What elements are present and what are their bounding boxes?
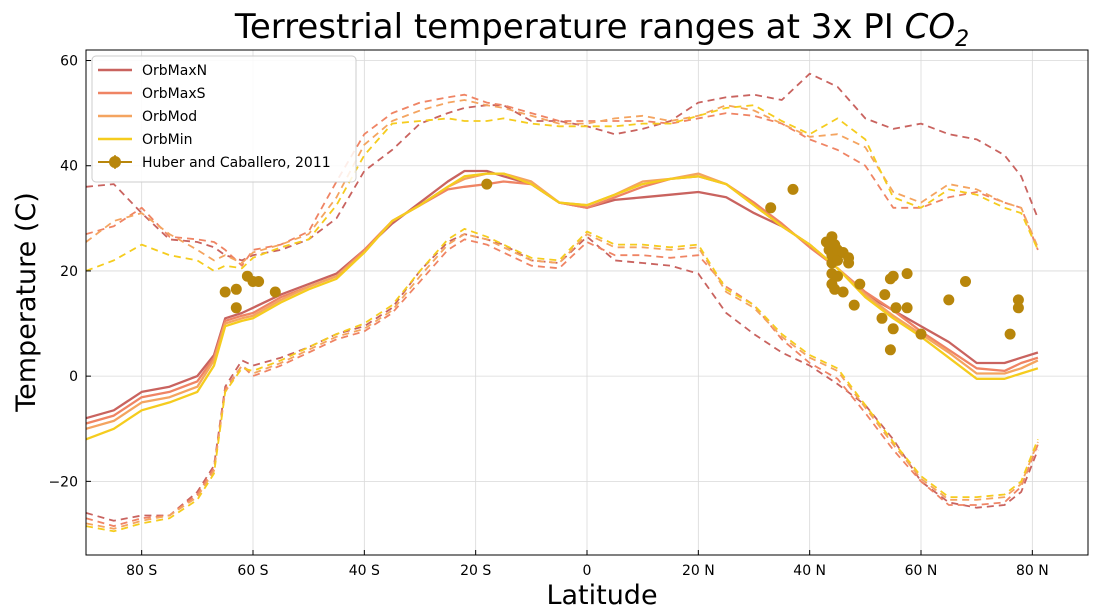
series-orbmaxs-mean-line xyxy=(85,175,1039,425)
observation-point-33 xyxy=(887,270,899,282)
observation-point-22 xyxy=(837,286,849,298)
y-tick-label-1: 0 xyxy=(69,369,78,385)
observation-point-0 xyxy=(219,286,231,298)
observation-point-26 xyxy=(848,299,860,311)
observation-point-32 xyxy=(887,323,899,335)
x-tick-label-0: 80 S xyxy=(126,563,157,579)
y-tick-label-0: −20 xyxy=(48,474,78,490)
x-tick-label-6: 40 N xyxy=(793,563,826,579)
observation-point-27 xyxy=(854,278,866,290)
legend: OrbMaxN OrbMaxS OrbMod OrbMin Huber and … xyxy=(91,55,357,183)
observation-point-35 xyxy=(901,302,913,314)
chart-title-chem: CO xyxy=(905,7,956,47)
observation-points xyxy=(219,178,1024,356)
x-tick-label-8: 80 N xyxy=(1016,563,1049,579)
y-tick-label-4: 60 xyxy=(60,54,78,70)
series-orbmod-mean-line xyxy=(85,172,1039,430)
legend-label-orbmaxs: OrbMaxS xyxy=(142,86,206,102)
chart-title-subscript: 2 xyxy=(955,27,969,52)
series-orbmin-mean-line xyxy=(85,172,1039,441)
observation-point-7 xyxy=(481,178,493,190)
observation-point-9 xyxy=(787,183,799,195)
x-tick-label-2: 40 S xyxy=(349,563,380,579)
chart-title: Terrestrial temperature ranges at 3x PI … xyxy=(234,7,969,52)
y-tick-label-3: 40 xyxy=(60,159,78,175)
observation-point-25 xyxy=(843,252,855,264)
series-orbmaxs-min-line xyxy=(85,238,1039,527)
series-orbmin-min-line xyxy=(85,228,1039,533)
observation-point-36 xyxy=(901,268,913,280)
observation-point-31 xyxy=(884,344,896,356)
series-orbmaxs-max-line xyxy=(85,93,1039,267)
legend-label-orbmod: OrbMod xyxy=(142,109,197,125)
observation-point-39 xyxy=(960,276,971,287)
observation-point-20 xyxy=(832,270,843,282)
observation-point-17 xyxy=(829,283,841,295)
x-tick-label-5: 20 N xyxy=(682,563,715,579)
observation-point-2 xyxy=(230,302,242,314)
observation-point-42 xyxy=(1012,302,1024,314)
legend-swatch-huber-marker xyxy=(109,156,121,168)
series-orbmod-max-line xyxy=(85,99,1039,264)
legend-label-orbmin: OrbMin xyxy=(142,132,193,148)
observation-point-28 xyxy=(876,312,888,324)
observation-point-1 xyxy=(230,283,242,295)
y-axis-label: Temperature (C) xyxy=(11,192,42,413)
observation-point-38 xyxy=(943,294,955,306)
x-tick-label-1: 60 S xyxy=(237,563,268,579)
observation-point-40 xyxy=(1004,328,1016,340)
chart-title-main: Terrestrial temperature ranges at 3x PI xyxy=(234,7,905,47)
x-axis-label: Latitude xyxy=(546,580,657,611)
observation-point-29 xyxy=(879,289,891,301)
observation-point-41 xyxy=(1012,294,1024,306)
x-tick-label-4: 0 xyxy=(583,563,592,579)
observation-point-8 xyxy=(765,202,777,214)
observation-point-5 xyxy=(253,276,265,287)
axis-ticks: 80 S 60 S 40 S 20 S 0 20 N 40 N 60 N 80 N −20 0 20 4… xyxy=(48,54,1048,579)
x-tick-label-3: 20 S xyxy=(460,563,491,579)
series-orbmin-max-line xyxy=(85,104,1039,272)
observation-point-6 xyxy=(269,286,281,298)
legend-label-huber: Huber and Caballero, 2011 xyxy=(142,155,331,171)
observation-point-34 xyxy=(890,302,902,314)
observation-point-19 xyxy=(832,254,843,266)
plot-series xyxy=(85,72,1039,533)
x-tick-label-7: 60 N xyxy=(905,563,938,579)
y-tick-label-2: 20 xyxy=(60,264,78,280)
observation-point-37 xyxy=(915,328,927,340)
legend-label-orbmaxn: OrbMaxN xyxy=(142,63,207,79)
legend-box xyxy=(91,55,357,183)
